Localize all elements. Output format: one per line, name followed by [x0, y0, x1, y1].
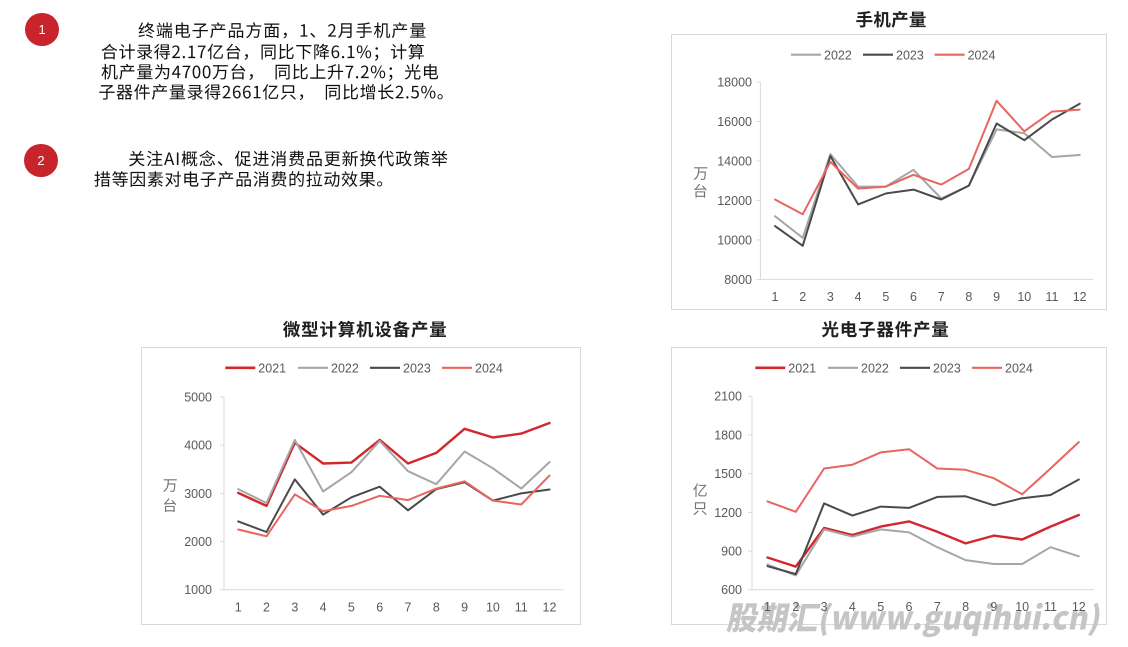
svg-text:14000: 14000	[717, 154, 752, 168]
svg-text:2023: 2023	[403, 361, 431, 375]
svg-text:7: 7	[938, 290, 945, 304]
svg-text:8: 8	[433, 600, 440, 614]
svg-text:7: 7	[934, 600, 941, 614]
svg-text:2100: 2100	[714, 390, 742, 404]
svg-text:12: 12	[543, 600, 557, 614]
svg-text:2: 2	[799, 290, 806, 304]
svg-text:11: 11	[1044, 600, 1057, 614]
svg-text:2000: 2000	[184, 535, 212, 549]
svg-text:2022: 2022	[861, 361, 889, 375]
svg-text:1: 1	[235, 600, 242, 614]
svg-text:1000: 1000	[184, 583, 212, 597]
svg-text:1200: 1200	[714, 506, 742, 520]
svg-text:2024: 2024	[968, 48, 996, 62]
svg-text:6: 6	[376, 600, 383, 614]
svg-text:4: 4	[849, 600, 856, 614]
svg-text:2024: 2024	[1005, 361, 1033, 375]
svg-text:12: 12	[1072, 600, 1086, 614]
svg-text:2: 2	[792, 600, 799, 614]
svg-text:4: 4	[320, 600, 327, 614]
svg-text:2024: 2024	[475, 361, 503, 375]
svg-text:8000: 8000	[724, 273, 752, 287]
svg-text:9: 9	[990, 600, 997, 614]
svg-text:3000: 3000	[184, 487, 212, 501]
svg-text:4: 4	[855, 290, 862, 304]
svg-text:6: 6	[910, 290, 917, 304]
svg-text:5: 5	[348, 600, 355, 614]
svg-text:1500: 1500	[714, 467, 742, 481]
svg-text:1800: 1800	[714, 428, 742, 442]
svg-text:11: 11	[515, 600, 528, 614]
svg-text:10: 10	[1015, 600, 1029, 614]
svg-text:2022: 2022	[331, 361, 359, 375]
svg-text:18000: 18000	[717, 75, 752, 89]
svg-text:2023: 2023	[896, 48, 924, 62]
svg-text:4000: 4000	[184, 439, 212, 453]
svg-text:2021: 2021	[258, 361, 286, 375]
svg-text:2023: 2023	[933, 361, 961, 375]
svg-text:2022: 2022	[824, 48, 852, 62]
svg-text:3: 3	[821, 600, 828, 614]
svg-text:3: 3	[291, 600, 298, 614]
svg-text:1: 1	[772, 290, 779, 304]
svg-text:11: 11	[1046, 290, 1059, 304]
svg-text:5: 5	[877, 600, 884, 614]
svg-text:600: 600	[721, 583, 742, 597]
svg-text:1: 1	[764, 600, 771, 614]
svg-text:6: 6	[906, 600, 913, 614]
svg-text:9: 9	[993, 290, 1000, 304]
svg-text:16000: 16000	[717, 115, 752, 129]
svg-text:2021: 2021	[788, 361, 816, 375]
svg-text:8: 8	[962, 600, 969, 614]
svg-text:5: 5	[882, 290, 889, 304]
svg-text:2: 2	[263, 600, 270, 614]
svg-text:10: 10	[1017, 290, 1031, 304]
svg-text:9: 9	[461, 600, 468, 614]
svg-text:12: 12	[1073, 290, 1087, 304]
svg-text:900: 900	[721, 545, 742, 559]
svg-text:10: 10	[486, 600, 500, 614]
svg-text:10000: 10000	[717, 233, 752, 247]
svg-text:7: 7	[405, 600, 412, 614]
svg-text:3: 3	[827, 290, 834, 304]
svg-text:12000: 12000	[717, 194, 752, 208]
svg-text:5000: 5000	[184, 390, 212, 404]
svg-text:8: 8	[965, 290, 972, 304]
